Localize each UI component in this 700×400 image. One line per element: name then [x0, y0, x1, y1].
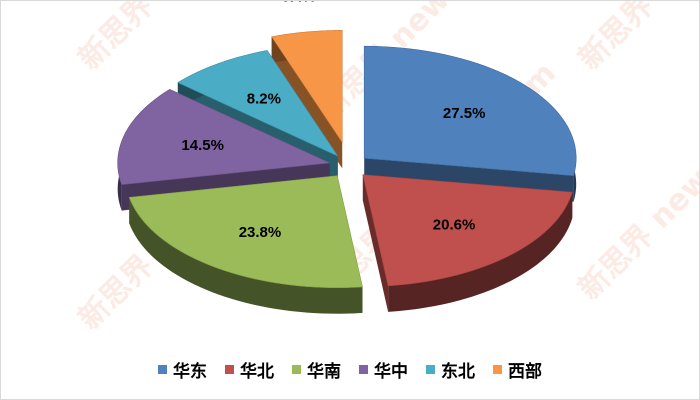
watermark: 新思界 newsijie.com	[572, 1, 700, 77]
legend-swatch	[493, 365, 502, 374]
legend-swatch	[158, 365, 167, 374]
legend-item: 东北	[426, 357, 475, 382]
legend-item: 华北	[225, 357, 274, 382]
legend-item: 华东	[158, 357, 207, 382]
legend-swatch	[292, 365, 301, 374]
legend-item: 西部	[493, 357, 542, 382]
data-label: 20.6%	[433, 217, 476, 234]
pie-slice-6	[271, 30, 343, 169]
legend-swatch	[225, 365, 234, 374]
legend-label: 东北	[441, 362, 475, 382]
data-label: 23.8%	[239, 224, 282, 241]
data-label: 8.2%	[247, 91, 281, 108]
legend-label: 华北	[240, 362, 274, 382]
legend-item: 华中	[359, 357, 408, 382]
pie-slice-2	[362, 174, 573, 312]
data-label: 27.5%	[443, 105, 486, 122]
legend-label: 华中	[374, 362, 408, 382]
legend-item: 华南	[292, 357, 341, 382]
legend: 华东 华北 华南 华中 东北 西部	[1, 357, 699, 382]
legend-swatch	[359, 365, 368, 374]
legend-label: 华东	[173, 362, 207, 382]
data-label: 14.5%	[181, 137, 224, 154]
data-label: 5.4%	[281, 1, 315, 6]
legend-label: 西部	[508, 362, 542, 382]
watermark: 新思界 newsijie.com	[572, 56, 700, 307]
pie-slice-3	[128, 175, 363, 314]
legend-swatch	[426, 365, 435, 374]
legend-label: 华南	[307, 362, 341, 382]
